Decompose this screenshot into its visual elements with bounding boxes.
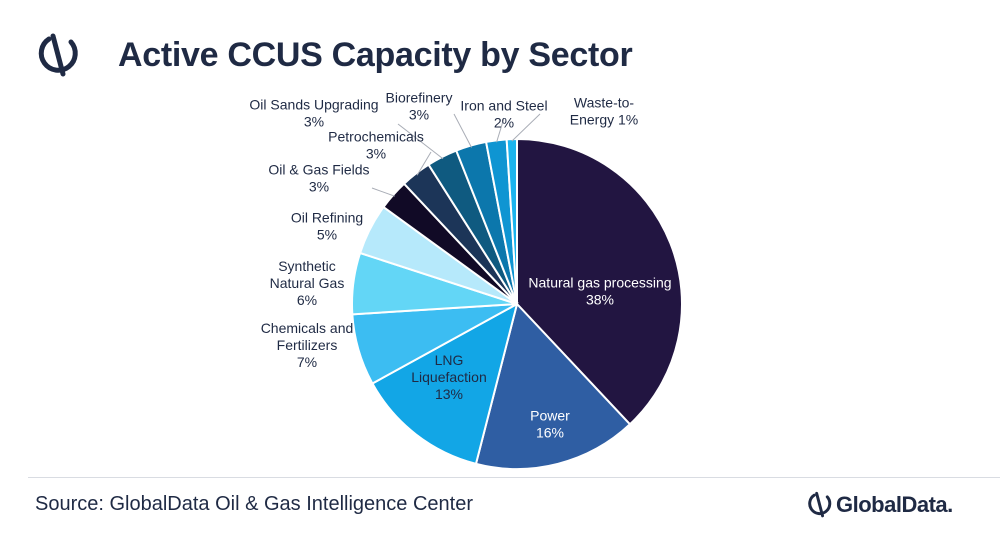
slice-label: Synthetic Natural Gas 6% xyxy=(270,258,345,308)
slice-label: Petrochemicals 3% xyxy=(328,129,424,162)
chart-title: Active CCUS Capacity by Sector xyxy=(118,36,633,74)
leader-line xyxy=(511,113,541,142)
brand-name: GlobalData. xyxy=(836,492,953,517)
leader-line xyxy=(371,187,395,197)
slice-label: Oil Refining 5% xyxy=(291,210,363,243)
pie-slice-natural-gas-processing xyxy=(516,137,683,426)
slice-label: Chemicals and Fertilizers 7% xyxy=(261,320,354,370)
slice-label: Biorefinery 3% xyxy=(386,90,453,123)
slice-label: Power 16% xyxy=(530,408,570,441)
leader-line xyxy=(416,151,432,176)
footer-divider xyxy=(28,477,1000,478)
leader-line xyxy=(397,123,444,160)
pie-slice-lng-liquefaction xyxy=(371,302,519,466)
leader-lines xyxy=(371,113,541,197)
chart-header: Active CCUS Capacity by Sector xyxy=(0,0,1000,110)
slice-label: Iron and Steel 2% xyxy=(460,98,547,131)
globaldata-mark-icon xyxy=(38,33,78,77)
slice-label: Waste-to-Energy 1% xyxy=(570,95,638,128)
slice-label: Natural gas processing 38% xyxy=(528,275,671,308)
leader-line xyxy=(496,117,505,143)
pie-slice-power xyxy=(474,301,632,470)
slice-labels: Natural gas processing 38% Power 16% LNG Liqu… xyxy=(249,90,671,441)
slice-label: Oil & Gas Fields 3% xyxy=(268,162,369,195)
pie-slices xyxy=(351,137,683,470)
source-note: Source: GlobalData Oil & Gas Intelligenc… xyxy=(35,493,473,515)
globaldata-mark-icon xyxy=(808,491,832,518)
slice-label: Oil Sands Upgrading 3% xyxy=(249,97,378,130)
brand-logo: GlobalData. xyxy=(806,489,976,521)
pie-slice-waste-to-energy xyxy=(505,137,518,305)
slice-label: LNG Liquefaction 13% xyxy=(411,352,487,402)
leader-line xyxy=(453,113,472,148)
